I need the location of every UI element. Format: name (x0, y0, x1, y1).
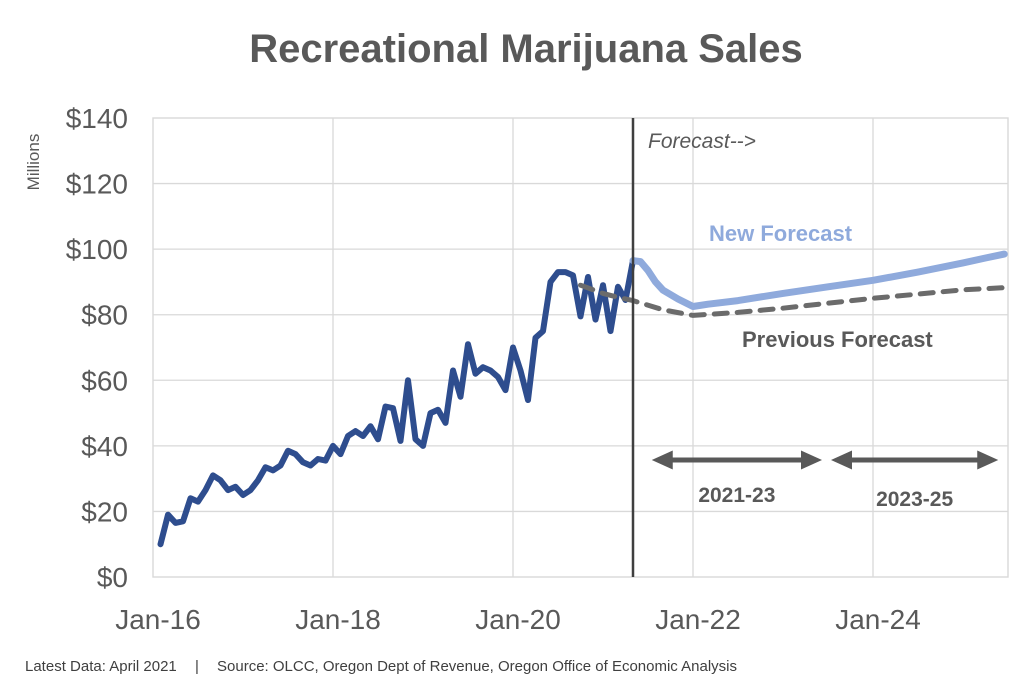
y-tick-label-60: $60 (81, 365, 128, 396)
y-tick-label-40: $40 (81, 431, 128, 462)
biennium-arrow-label-2021-23: 2021-23 (698, 484, 775, 507)
previous-forecast-line (578, 282, 1011, 318)
x-tick-label-Jan-16: Jan-16 (115, 604, 201, 635)
arrow-right-head-icon (801, 450, 822, 470)
x-tick-label-Jan-22: Jan-22 (655, 604, 741, 635)
y-axis-title: Millions (24, 134, 43, 191)
chart-title: Recreational Marijuana Sales (249, 27, 803, 71)
plot-border (152, 117, 1009, 578)
y-tick-label-80: $80 (81, 300, 128, 331)
x-tick-label-Jan-20: Jan-20 (475, 604, 561, 635)
arrow-right-head-icon (977, 450, 999, 470)
footer-source: Source: OLCC, Oregon Dept of Revenue, Or… (217, 658, 737, 675)
new-forecast-label: New Forecast (709, 221, 853, 246)
y-tick-label-120: $120 (66, 169, 128, 200)
grid-layer: $0 $20 $40 $60 $80 $100 $120 $140 Jan-16 Jan-18 Ja… (66, 103, 1009, 635)
x-tick-label-Jan-24: Jan-24 (835, 604, 921, 635)
previous-forecast-label: Previous Forecast (742, 327, 933, 352)
y-tick-label-100: $100 (66, 234, 128, 265)
footer-separator: | (195, 658, 199, 675)
y-tick-label-0: $0 (97, 562, 128, 593)
new-forecast-line (629, 250, 1008, 310)
x-tick-label-Jan-18: Jan-18 (295, 604, 381, 635)
footer-note: Latest Data: April 2021 | Source: OLCC, … (25, 658, 737, 675)
series-layer (157, 250, 1011, 548)
annotation-layer: 2021-23 2023-25 (631, 118, 999, 577)
biennium-arrow-label-2023-25: 2023-25 (876, 488, 953, 511)
forecast-note-label: Forecast--> (648, 130, 756, 153)
y-tick-label-140: $140 (66, 103, 128, 134)
y-tick-label-20: $20 (81, 496, 128, 527)
footer-latest-data: Latest Data: April 2021 (25, 658, 177, 675)
arrow-left-head-icon (651, 450, 673, 470)
historical-sales-line (157, 257, 636, 548)
arrow-left-head-icon (831, 450, 852, 470)
